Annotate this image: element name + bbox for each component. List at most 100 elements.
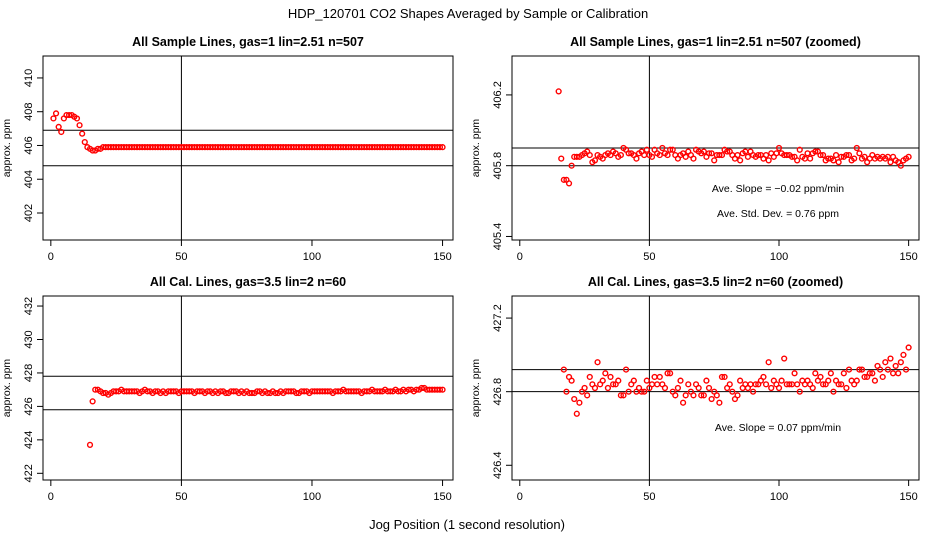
y-tick-label: 424 <box>23 431 35 449</box>
data-point <box>617 392 624 399</box>
data-point <box>677 377 684 384</box>
data-point <box>66 111 73 119</box>
data-point <box>581 384 588 392</box>
data-point <box>775 144 783 152</box>
data-point <box>625 388 632 395</box>
data-point <box>698 392 705 399</box>
data-point <box>170 388 177 395</box>
data-point <box>755 151 762 159</box>
data-point <box>794 157 801 164</box>
data-point <box>81 138 88 146</box>
data-point <box>783 151 790 159</box>
data-point <box>287 388 295 395</box>
data-point <box>664 151 671 159</box>
data-point <box>222 389 229 397</box>
data-point <box>819 381 827 388</box>
annotation: Ave. Std. Dev. = 0.76 ppm <box>717 208 839 220</box>
x-tick-label: 50 <box>175 251 187 263</box>
figure-title: HDP_120701 CO2 Shapes Averaged by Sample… <box>288 6 648 21</box>
data-point <box>664 370 671 377</box>
data-point <box>633 155 640 162</box>
data-point <box>560 366 567 373</box>
data-point <box>254 388 261 395</box>
x-tick-label: 150 <box>433 491 451 503</box>
y-tick-label: 404 <box>23 170 35 188</box>
data-point <box>835 159 842 166</box>
data-point <box>334 388 342 395</box>
data-point <box>708 150 715 157</box>
y-tick-label: 406 <box>23 136 35 154</box>
y-tick-label: 432 <box>23 297 35 315</box>
plot-frame <box>42 295 454 481</box>
data-point <box>765 359 772 366</box>
data-point <box>726 381 733 388</box>
data-point <box>630 377 637 384</box>
x-tick-label: 0 <box>517 491 523 503</box>
data-point <box>113 388 120 395</box>
data-point <box>760 373 767 381</box>
data-point <box>617 151 624 159</box>
x-tick-label: 100 <box>303 491 321 503</box>
data-point <box>897 359 904 366</box>
data-point <box>734 151 741 159</box>
data-point <box>648 381 656 388</box>
annotation: Ave. Slope = −0.02 ppm/min <box>712 183 844 195</box>
y-tick-label: 405.8 <box>492 152 504 180</box>
data-point <box>573 153 580 160</box>
data-point <box>765 157 772 164</box>
data-point <box>602 370 609 377</box>
data-point <box>230 388 237 395</box>
data-point <box>591 157 599 164</box>
data-point <box>749 388 757 395</box>
data-point <box>439 386 446 393</box>
data-point <box>838 381 845 388</box>
data-point <box>729 388 736 395</box>
data-point <box>667 370 674 377</box>
data-point <box>573 410 580 417</box>
data-point <box>641 151 648 159</box>
data-point <box>895 370 902 377</box>
data-point <box>879 373 886 381</box>
data-point <box>887 355 894 362</box>
data-point <box>656 373 663 381</box>
data-point <box>387 388 394 395</box>
data-point <box>827 370 834 377</box>
data-point <box>718 151 726 159</box>
data-point <box>376 388 383 395</box>
panel-title: All Cal. Lines, gas=3.5 lin=2 n=60 <box>150 275 346 289</box>
data-point <box>672 392 679 399</box>
x-tick-label: 150 <box>433 251 451 263</box>
data-point <box>79 130 86 137</box>
data-point <box>196 388 203 395</box>
chart-panel-4: 0 50 100 150 426.4 426.8 427.2 All Cal. Lines, … <box>470 275 920 503</box>
data-point <box>744 153 752 160</box>
data-point <box>643 377 650 384</box>
data-point <box>413 386 420 393</box>
x-tick-label: 0 <box>517 251 523 263</box>
data-point <box>659 144 666 152</box>
data-point <box>204 388 211 395</box>
data-point <box>679 399 687 406</box>
data-point <box>791 370 798 377</box>
plot-frame <box>511 295 920 481</box>
data-point <box>858 366 866 373</box>
data-point <box>817 373 824 381</box>
data-point <box>853 144 860 152</box>
data-point <box>555 88 562 95</box>
data-point <box>293 389 300 397</box>
data-point <box>703 377 710 384</box>
data-point <box>832 151 840 159</box>
data-point <box>825 377 832 384</box>
data-point <box>563 388 570 395</box>
data-point <box>877 366 884 373</box>
data-point <box>186 388 193 395</box>
x-tick-label: 0 <box>48 491 54 503</box>
data-point <box>845 151 853 159</box>
data-point <box>796 388 803 395</box>
data-point <box>762 381 770 388</box>
data-point <box>796 146 803 153</box>
data-point <box>845 366 853 373</box>
data-point <box>565 180 573 187</box>
data-point <box>55 123 62 130</box>
data-point <box>568 377 575 384</box>
